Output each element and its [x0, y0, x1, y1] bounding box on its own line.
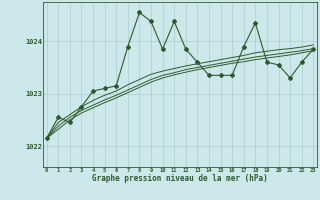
- X-axis label: Graphe pression niveau de la mer (hPa): Graphe pression niveau de la mer (hPa): [92, 174, 268, 183]
